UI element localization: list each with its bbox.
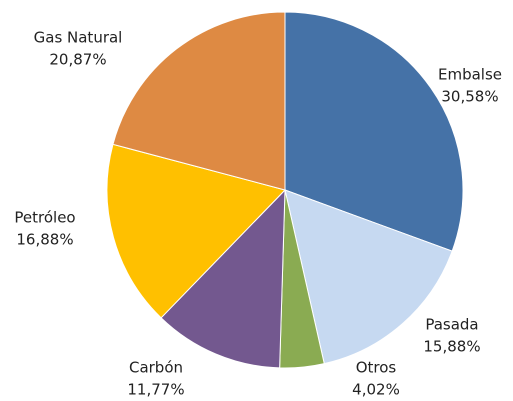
slice-label-name: Otros (356, 359, 397, 377)
pie-slice (284, 189, 453, 365)
slice-label-value: 30,58% (441, 88, 498, 106)
slice-label-value: 15,88% (423, 338, 480, 356)
slice-label-value: 16,88% (16, 231, 73, 249)
slice-label-name: Carbón (129, 359, 183, 377)
slice-label-value: 20,87% (49, 51, 106, 69)
slice-label-name: Gas Natural (34, 29, 123, 47)
pie-slice (112, 11, 286, 191)
slice-label-name: Petróleo (14, 209, 75, 227)
slice-label-name: Pasada (425, 316, 478, 334)
pie-slice (284, 11, 464, 252)
slice-label-value: 4,02% (352, 381, 400, 399)
slice-label-name: Embalse (438, 66, 502, 84)
pie-slice (160, 188, 286, 369)
pie-slice (106, 143, 286, 319)
slice-label-value: 11,77% (127, 381, 184, 399)
